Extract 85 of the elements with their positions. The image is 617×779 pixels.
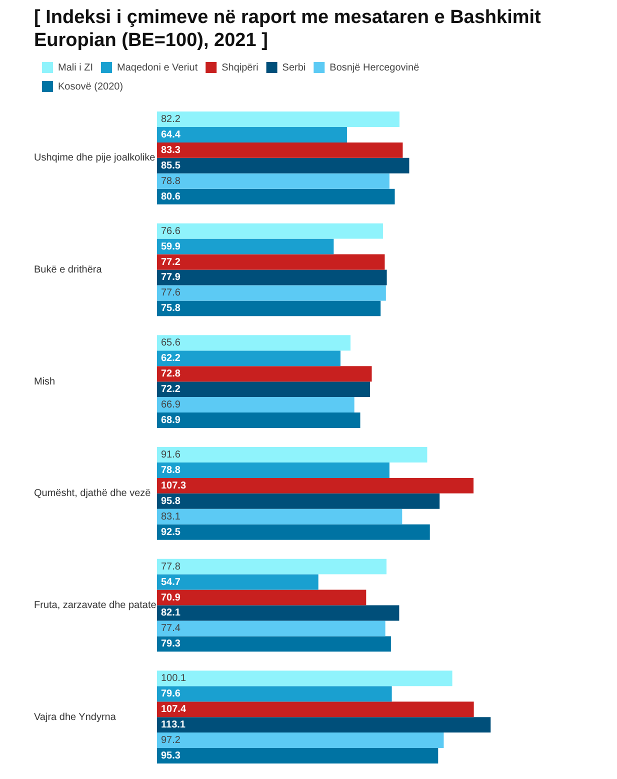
data-label: 59.9: [161, 241, 181, 252]
data-label: 91.6: [161, 449, 181, 460]
data-label: 107.4: [161, 704, 186, 716]
bar: [157, 508, 402, 524]
data-label: 72.2: [161, 384, 181, 396]
legend-label: Maqedoni e Veriut: [117, 62, 198, 74]
y-tick-label: Fruta, zarzavate dhe patate: [34, 600, 157, 611]
bar: [157, 335, 351, 351]
bar: [157, 238, 334, 254]
data-label: 70.9: [161, 592, 181, 604]
data-label: 95.8: [161, 496, 181, 507]
bar: [157, 686, 392, 702]
data-label: 80.6: [161, 191, 181, 202]
data-label: 113.1: [161, 720, 186, 731]
bar: [157, 636, 391, 652]
bar: [157, 605, 400, 621]
data-label: 77.6: [161, 288, 181, 299]
data-label: 62.2: [161, 353, 181, 364]
data-label: 66.9: [161, 400, 181, 411]
bar: [157, 142, 403, 158]
bar: [157, 478, 474, 494]
bar: [157, 702, 474, 718]
bar: [157, 112, 400, 127]
bar: [157, 732, 444, 748]
bar: [157, 462, 390, 478]
y-tick-label: Qumësht, djathë dhe vezë: [34, 488, 152, 500]
data-label: 65.6: [161, 338, 181, 349]
bar: [157, 126, 347, 142]
bar: [157, 270, 387, 286]
y-tick-label: Vajra dhe Yndyrna: [34, 712, 116, 723]
bar: [157, 382, 370, 398]
data-label: 77.8: [161, 561, 181, 572]
data-label: 78.8: [161, 464, 181, 476]
bar: [157, 748, 438, 764]
y-tick-label: Ushqime dhe pije joalkolike: [34, 152, 156, 164]
legend-label: Shqipëri: [222, 62, 258, 74]
bar: [157, 590, 366, 606]
bar: [157, 670, 452, 686]
bar: [157, 493, 440, 509]
legend-label: Kosovë (2020): [58, 81, 124, 92]
bar: [157, 412, 360, 428]
bar: [157, 397, 354, 413]
data-label: 97.2: [161, 735, 181, 746]
y-tick-label: Mish: [34, 376, 56, 388]
data-label: 78.8: [161, 176, 181, 187]
bar: [157, 223, 383, 239]
data-label: 82.1: [161, 608, 181, 619]
data-label: 92.5: [161, 526, 181, 538]
legend-label: Bosnjë Hercegovinë: [330, 62, 420, 74]
bar: [157, 300, 381, 316]
bar: [157, 447, 428, 462]
data-label: 83.1: [161, 511, 181, 522]
legend-label: Mali i ZI: [58, 62, 93, 74]
bar: [157, 717, 491, 733]
data-label: 79.6: [161, 688, 181, 700]
data-label: 75.8: [161, 303, 181, 314]
data-label: 77.2: [161, 256, 181, 268]
bar: [157, 350, 340, 366]
data-label: 77.9: [161, 272, 181, 284]
data-label: 95.3: [161, 750, 181, 762]
bar: [157, 285, 386, 301]
chart-title: [ Indeksi i çmimeve në raport me mesataren e Bashkimit Europian (BE=100), 2021 ]: [34, 6, 542, 52]
bar: [157, 254, 385, 270]
data-label: 100.1: [161, 673, 186, 684]
bar: [157, 574, 318, 590]
data-label: 107.3: [161, 480, 186, 492]
data-label: 82.2: [161, 114, 181, 125]
data-label: 85.5: [161, 160, 181, 172]
bar: [157, 620, 386, 636]
data-label: 54.7: [161, 576, 181, 588]
data-label: 68.9: [161, 415, 181, 426]
data-label: 72.8: [161, 368, 181, 380]
data-label: 83.3: [161, 144, 181, 156]
legend-label: Serbi: [282, 62, 306, 74]
bar: [157, 366, 372, 382]
data-label: 79.3: [161, 638, 181, 650]
data-label: 76.6: [161, 226, 181, 237]
y-tick-label: Bukë e drithëra: [34, 264, 102, 276]
bar: [157, 524, 430, 540]
bar: [157, 558, 387, 574]
bar: [157, 173, 390, 189]
data-label: 77.4: [161, 623, 181, 634]
bar: [157, 188, 395, 204]
data-label: 64.4: [161, 129, 181, 140]
bar: [157, 158, 410, 174]
